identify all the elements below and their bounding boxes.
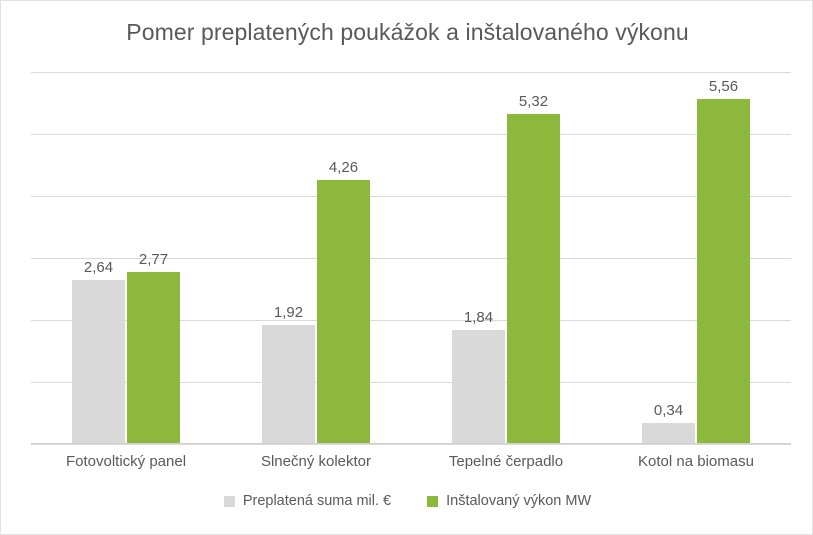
gridline-5 [31, 134, 791, 135]
category-label: Fotovoltický panel [65, 453, 187, 470]
bar[interactable] [697, 99, 750, 444]
bar-column: 1,84 [452, 72, 505, 444]
bar-value-label: 5,32 [518, 93, 549, 111]
legend-label: Preplatená suma mil. € [242, 493, 392, 509]
bar-column: 4,26 [317, 72, 370, 444]
gridline-6 [31, 72, 791, 73]
bar[interactable] [72, 280, 125, 444]
category-label: Kotol na biomasu [638, 453, 754, 470]
bar-pair: 2,64 2,77 [31, 72, 221, 444]
bar-group: 1,84 5,32 [411, 72, 601, 444]
category-label: Slnečný kolektor [260, 453, 372, 470]
axis-baseline [31, 443, 791, 444]
legend-label: Inštalovaný výkon MW [446, 493, 592, 509]
bar[interactable] [127, 272, 180, 444]
bar[interactable] [317, 179, 370, 444]
gridline-1 [31, 382, 791, 383]
bar[interactable] [262, 324, 315, 444]
bar-value-label: 4,26 [328, 158, 359, 176]
bar-value-label: 0,34 [653, 401, 684, 419]
gridline-0 [31, 444, 791, 445]
bar[interactable] [642, 422, 695, 444]
bar-value-label: 2,77 [138, 251, 169, 269]
category-axis-labels: Fotovoltický panel Slnečný kolektor Tepeln… [31, 453, 791, 470]
bar-group: 1,92 4,26 [221, 72, 411, 444]
bar-pair: 1,92 4,26 [221, 72, 411, 444]
bar-column: 5,56 [697, 72, 750, 444]
bar-column: 2,77 [127, 72, 180, 444]
bar-pair: 0,34 5,56 [601, 72, 791, 444]
bar-value-label: 1,92 [273, 303, 304, 321]
plot-area: 2,64 2,77 1,92 4,26 1,84 5,32 0,34 5,56 [31, 72, 791, 445]
bar-group: 0,34 5,56 [601, 72, 791, 444]
chart-title: Pomer preplatených poukážok a inštalovan… [126, 19, 689, 45]
bar[interactable] [507, 114, 560, 444]
bar-value-label: 5,56 [708, 78, 739, 96]
bar-pair: 1,84 5,32 [411, 72, 601, 444]
bar-group: 2,64 2,77 [31, 72, 221, 444]
bar-value-label: 1,84 [463, 308, 494, 326]
gridline-2 [31, 320, 791, 321]
bar-groups: 2,64 2,77 1,92 4,26 1,84 5,32 0,34 5,56 [31, 72, 791, 444]
gridline-3 [31, 258, 791, 259]
bar-column: 1,92 [262, 72, 315, 444]
gridline-4 [31, 196, 791, 197]
legend-swatch-icon [427, 495, 439, 507]
bar-column: 0,34 [642, 72, 695, 444]
bar-value-label: 2,64 [83, 259, 114, 277]
chart-legend: Preplatená suma mil. € Inštalovaný výkon … [1, 493, 812, 509]
bar-column: 5,32 [507, 72, 560, 444]
category-label: Tepelné čerpadlo [448, 453, 564, 470]
legend-item[interactable]: Inštalovaný výkon MW [427, 493, 591, 509]
legend-swatch-icon [223, 495, 235, 507]
bar[interactable] [452, 329, 505, 444]
legend-item[interactable]: Preplatená suma mil. € [223, 493, 392, 509]
bar-column: 2,64 [72, 72, 125, 444]
